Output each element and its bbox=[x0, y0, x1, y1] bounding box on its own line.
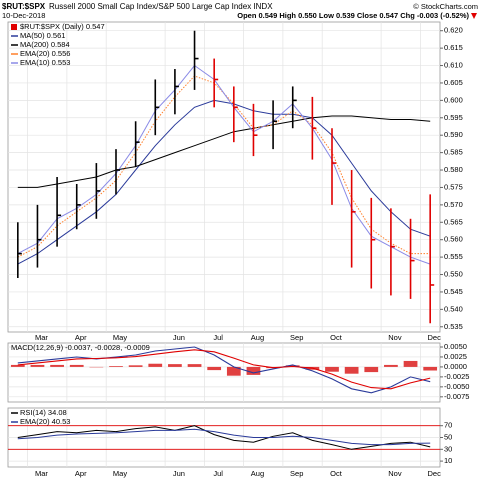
y-tick-label: 50 bbox=[444, 432, 452, 441]
y-tick-label: 0.555 bbox=[444, 252, 463, 261]
histogram-bar bbox=[69, 364, 84, 367]
y-tick-label: 0.550 bbox=[444, 270, 463, 279]
y-tick-label: 0.565 bbox=[444, 217, 463, 226]
x-tick-label: May bbox=[113, 469, 127, 478]
x-tick-label: Jul bbox=[213, 333, 223, 342]
x-tick-label: Mar bbox=[35, 333, 48, 342]
histogram-bar bbox=[168, 364, 182, 367]
x-tick-label: Sep bbox=[290, 469, 303, 478]
y-tick-label: 0.560 bbox=[444, 235, 463, 244]
y-tick-label: 0.0025 bbox=[444, 352, 467, 361]
y-tick-label: 0.570 bbox=[444, 200, 463, 209]
x-tick-label: Dec bbox=[428, 333, 442, 342]
histogram-bar bbox=[384, 364, 398, 367]
legend-label: MA(200) 0.584 bbox=[20, 40, 70, 49]
y-tick-label: 0.605 bbox=[444, 78, 463, 87]
x-tick-label: Jun bbox=[173, 469, 185, 478]
series-line bbox=[17, 425, 431, 450]
x-tick-label: Sep bbox=[290, 333, 303, 342]
y-tick-label: 0.610 bbox=[444, 61, 463, 70]
y-tick-label: 0.615 bbox=[444, 43, 463, 52]
x-tick-label: Apr bbox=[75, 333, 87, 342]
legend-label: EMA(10) 0.553 bbox=[20, 58, 70, 67]
histogram-bar bbox=[344, 366, 359, 374]
y-tick-label: 10 bbox=[444, 456, 452, 465]
histogram-bar bbox=[10, 364, 25, 367]
y-tick-label: 70 bbox=[444, 421, 452, 430]
quote: Open 0.549 High 0.550 Low 0.539 Close 0.… bbox=[237, 11, 469, 20]
chart-subtitle: Russell 2000 Small Cap Index/S&P 500 Lar… bbox=[49, 2, 273, 11]
down-arrow bbox=[471, 13, 477, 19]
legend-label: RSI(14) 34.08 bbox=[20, 408, 67, 417]
y-tick-label: 0.545 bbox=[444, 287, 463, 296]
y-tick-label: 0.620 bbox=[444, 26, 463, 35]
panel-label: MACD(12,26,9) -0.0037, -0.0028, -0.0009 bbox=[11, 343, 150, 352]
series-line bbox=[17, 115, 431, 188]
x-tick-label: May bbox=[113, 333, 127, 342]
histogram-bar bbox=[50, 364, 64, 367]
histogram-bar bbox=[207, 366, 222, 371]
y-tick-label: 0.575 bbox=[444, 182, 463, 191]
x-tick-label: Jun bbox=[173, 333, 185, 342]
source: © StockCharts.com bbox=[413, 2, 478, 11]
x-tick-label: Aug bbox=[251, 469, 264, 478]
histogram-bar bbox=[246, 366, 261, 375]
series-line bbox=[17, 99, 431, 265]
y-tick-label: 0.0050 bbox=[444, 342, 467, 351]
x-tick-label: Dec bbox=[428, 469, 442, 478]
legend-label: MA(50) 0.561 bbox=[20, 31, 65, 40]
y-tick-label: 0.580 bbox=[444, 165, 463, 174]
legend-label: $RUT:$SPX (Daily) 0.547 bbox=[20, 22, 105, 31]
y-tick-label: 0.595 bbox=[444, 113, 463, 122]
x-tick-label: Aug bbox=[251, 333, 264, 342]
chart-title: $RUT:$SPX bbox=[2, 2, 46, 11]
histogram-bar bbox=[423, 366, 438, 371]
histogram-bar bbox=[364, 366, 379, 373]
y-tick-label: 0.590 bbox=[444, 130, 463, 139]
histogram-bar bbox=[187, 364, 202, 367]
histogram-bar bbox=[109, 366, 123, 367]
series-line bbox=[17, 346, 431, 394]
x-tick-label: Jul bbox=[213, 469, 223, 478]
histogram-bar bbox=[128, 365, 143, 367]
legend-label: EMA(20) 40.53 bbox=[20, 417, 70, 426]
x-tick-label: Mar bbox=[35, 469, 48, 478]
x-tick-label: Apr bbox=[75, 469, 87, 478]
y-tick-label: 0.540 bbox=[444, 304, 463, 313]
date: 10-Dec-2018 bbox=[2, 11, 45, 20]
x-tick-label: Nov bbox=[388, 333, 402, 342]
x-tick-label: Oct bbox=[330, 469, 343, 478]
y-tick-label: 0.0000 bbox=[444, 362, 467, 371]
x-tick-label: Oct bbox=[330, 333, 343, 342]
y-tick-label: -0.0050 bbox=[444, 382, 469, 391]
y-tick-label: -0.0075 bbox=[444, 392, 469, 401]
x-tick-label: Nov bbox=[388, 469, 402, 478]
legend-swatch bbox=[11, 24, 17, 30]
y-tick-label: -0.0025 bbox=[444, 372, 469, 381]
histogram-bar bbox=[148, 363, 163, 367]
histogram-bar bbox=[403, 360, 418, 367]
y-tick-label: 0.585 bbox=[444, 148, 463, 157]
y-tick-label: 0.535 bbox=[444, 322, 463, 331]
histogram-bar bbox=[226, 366, 241, 376]
panel bbox=[7, 21, 441, 333]
series-line bbox=[17, 64, 431, 265]
histogram-bar bbox=[30, 364, 45, 367]
series-line bbox=[17, 428, 431, 446]
y-tick-label: 30 bbox=[444, 444, 452, 453]
y-tick-label: 0.600 bbox=[444, 95, 463, 104]
histogram-bar bbox=[325, 366, 339, 372]
series-line bbox=[17, 349, 431, 390]
legend-label: EMA(20) 0.556 bbox=[20, 49, 70, 58]
